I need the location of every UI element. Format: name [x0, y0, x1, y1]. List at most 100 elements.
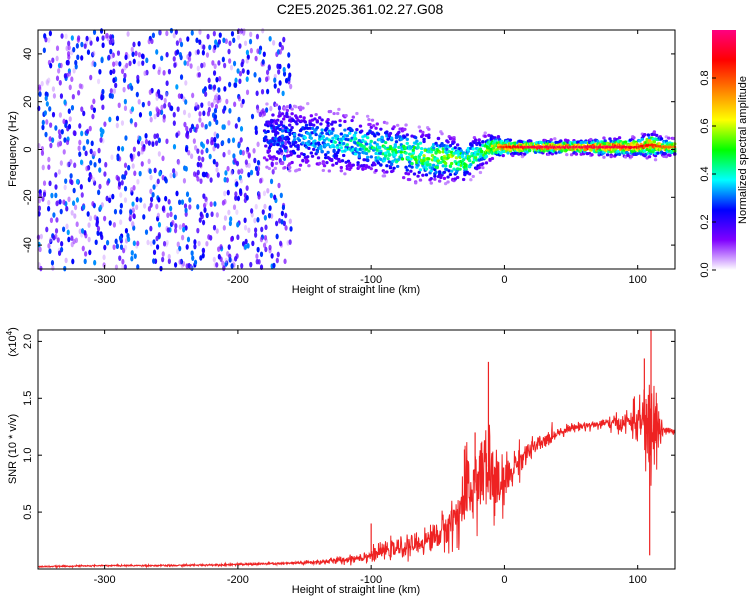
noise-cell [179, 41, 184, 48]
ridge-cell [566, 139, 570, 143]
ridge-cell [417, 156, 421, 160]
noise-cell [112, 88, 116, 94]
ridge-cell [399, 150, 403, 154]
noise-cell [200, 149, 204, 155]
noise-cell [238, 188, 243, 194]
ridge-cell [297, 154, 302, 158]
noise-cell [132, 185, 136, 191]
ridge-cell [470, 143, 474, 147]
ridge-cell [424, 173, 429, 177]
noise-cell [65, 223, 69, 230]
snr-multiplier: (x104) [5, 327, 19, 357]
noise-cell [64, 33, 68, 40]
noise-cell [196, 161, 200, 168]
noise-cell [259, 236, 264, 243]
noise-cell [245, 185, 249, 191]
noise-cell [261, 59, 265, 65]
noise-cell [59, 208, 63, 215]
noise-cell [149, 174, 153, 181]
ridge-cell [280, 129, 285, 133]
noise-cell [78, 123, 82, 129]
ridge-cell [262, 156, 267, 160]
noise-cell [49, 122, 53, 128]
ridge-cell [337, 148, 341, 152]
ridge-cell [271, 113, 275, 117]
noise-cell [163, 103, 167, 109]
ridge-cell [324, 153, 328, 157]
noise-cell [38, 192, 42, 199]
noise-cell [189, 127, 193, 133]
noise-cell [272, 262, 276, 269]
ridge-cell [523, 152, 527, 156]
noise-cell [95, 36, 100, 42]
noise-cell [75, 43, 79, 49]
ridge-cell [632, 136, 636, 140]
ridge-cell [449, 161, 454, 166]
ridge-cell [461, 177, 466, 182]
noise-cell [136, 74, 140, 81]
noise-cell [240, 61, 244, 68]
noise-cell [196, 176, 200, 182]
ridge-cell [272, 155, 276, 159]
noise-cell [184, 166, 188, 172]
ridge-cell [405, 137, 409, 141]
ridge-cell [638, 139, 642, 143]
ridge-cell [343, 128, 347, 132]
noise-cell [85, 35, 89, 42]
ridge-cell [302, 116, 306, 120]
noise-cell [255, 253, 259, 259]
noise-cell [161, 251, 165, 257]
ridge-cell [351, 163, 356, 167]
ridge-cell [320, 118, 324, 122]
ridge-cell [391, 169, 395, 173]
noise-cell [217, 60, 221, 66]
ridge-cell [433, 177, 437, 181]
noise-cell [37, 205, 42, 212]
noise-cell [203, 207, 207, 213]
noise-cell [54, 125, 58, 131]
noise-cell [245, 148, 249, 155]
noise-cell [92, 177, 96, 183]
noise-cell [223, 198, 227, 205]
ridge-cell [376, 161, 381, 165]
noise-cell [130, 85, 134, 91]
noise-cell [54, 172, 58, 178]
noise-cell [221, 260, 225, 267]
noise-cell [181, 222, 186, 229]
noise-cell [227, 244, 231, 250]
noise-cell [143, 203, 147, 209]
noise-cell [222, 225, 226, 231]
noise-cell [203, 86, 207, 92]
ridge-cell [288, 141, 292, 145]
noise-cell [62, 118, 66, 125]
noise-cell [75, 178, 80, 185]
noise-cell [258, 111, 262, 118]
noise-cell [190, 123, 195, 130]
noise-cell [254, 55, 258, 62]
noise-cell [112, 61, 116, 67]
ridge-cell [410, 161, 414, 166]
noise-cell [97, 189, 101, 196]
noise-cell [123, 72, 127, 79]
noise-cell [200, 62, 204, 69]
noise-cell [67, 123, 72, 130]
noise-cell [119, 219, 123, 225]
ridge-cell [629, 154, 634, 159]
noise-cell [155, 244, 160, 250]
noise-cell [212, 84, 217, 90]
noise-cell [104, 161, 108, 168]
ridge-cell [476, 152, 480, 156]
noise-cell [152, 239, 156, 245]
ridge-cell [473, 138, 478, 143]
noise-cell [261, 209, 265, 215]
noise-cell [179, 74, 184, 80]
noise-cell [204, 123, 208, 130]
noise-cell [289, 226, 293, 232]
noise-cell [133, 253, 137, 259]
noise-cell [182, 178, 187, 184]
noise-cell [142, 214, 146, 220]
noise-cell [213, 131, 217, 138]
ridge-cell [416, 163, 420, 167]
snr-x-ticks: -300 -200 -100 0 100 [94, 330, 647, 586]
